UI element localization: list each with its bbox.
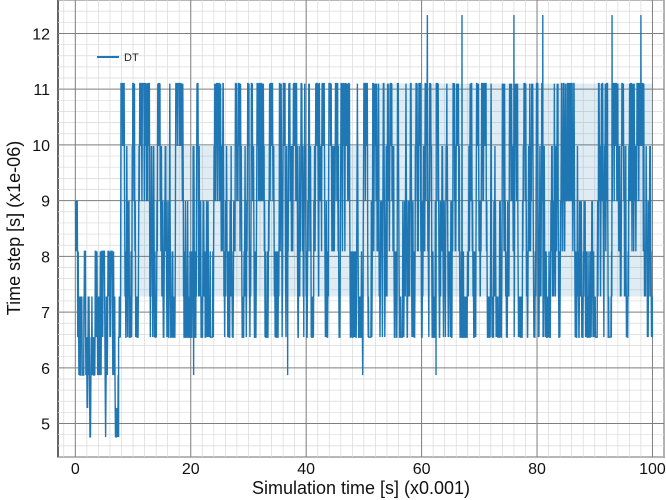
x-axis-title: Simulation time [s] (x0.001) [252, 478, 470, 498]
x-tick-label: 40 [297, 461, 315, 478]
x-tick-label: 0 [71, 461, 80, 478]
x-tick-label: 60 [413, 461, 431, 478]
y-tick-label: 6 [41, 361, 50, 378]
x-tick-label: 20 [182, 461, 200, 478]
legend-label: DT [124, 52, 139, 64]
y-tick-label: 8 [41, 249, 50, 266]
legend: DT [97, 52, 139, 64]
series-layer [74, 15, 654, 438]
y-tick-label: 11 [33, 82, 50, 99]
y-tick-label: 10 [32, 138, 50, 155]
x-tick-label: 80 [528, 461, 546, 478]
y-axis-title: Time step [s] (x1e-06) [4, 141, 24, 315]
y-tick-label: 12 [32, 26, 50, 43]
x-tick-label: 100 [639, 461, 666, 478]
y-axis-ticks: 5 6 7 8 9 10 11 12 [32, 26, 50, 433]
y-tick-label: 9 [41, 194, 50, 211]
dense-band [375, 83, 653, 297]
dense-band [121, 146, 376, 297]
y-tick-label: 7 [41, 305, 50, 322]
dt-series-line [74, 15, 654, 438]
y-tick-label: 5 [41, 417, 50, 434]
x-axis-ticks: 0 20 40 60 80 100 [71, 461, 666, 478]
